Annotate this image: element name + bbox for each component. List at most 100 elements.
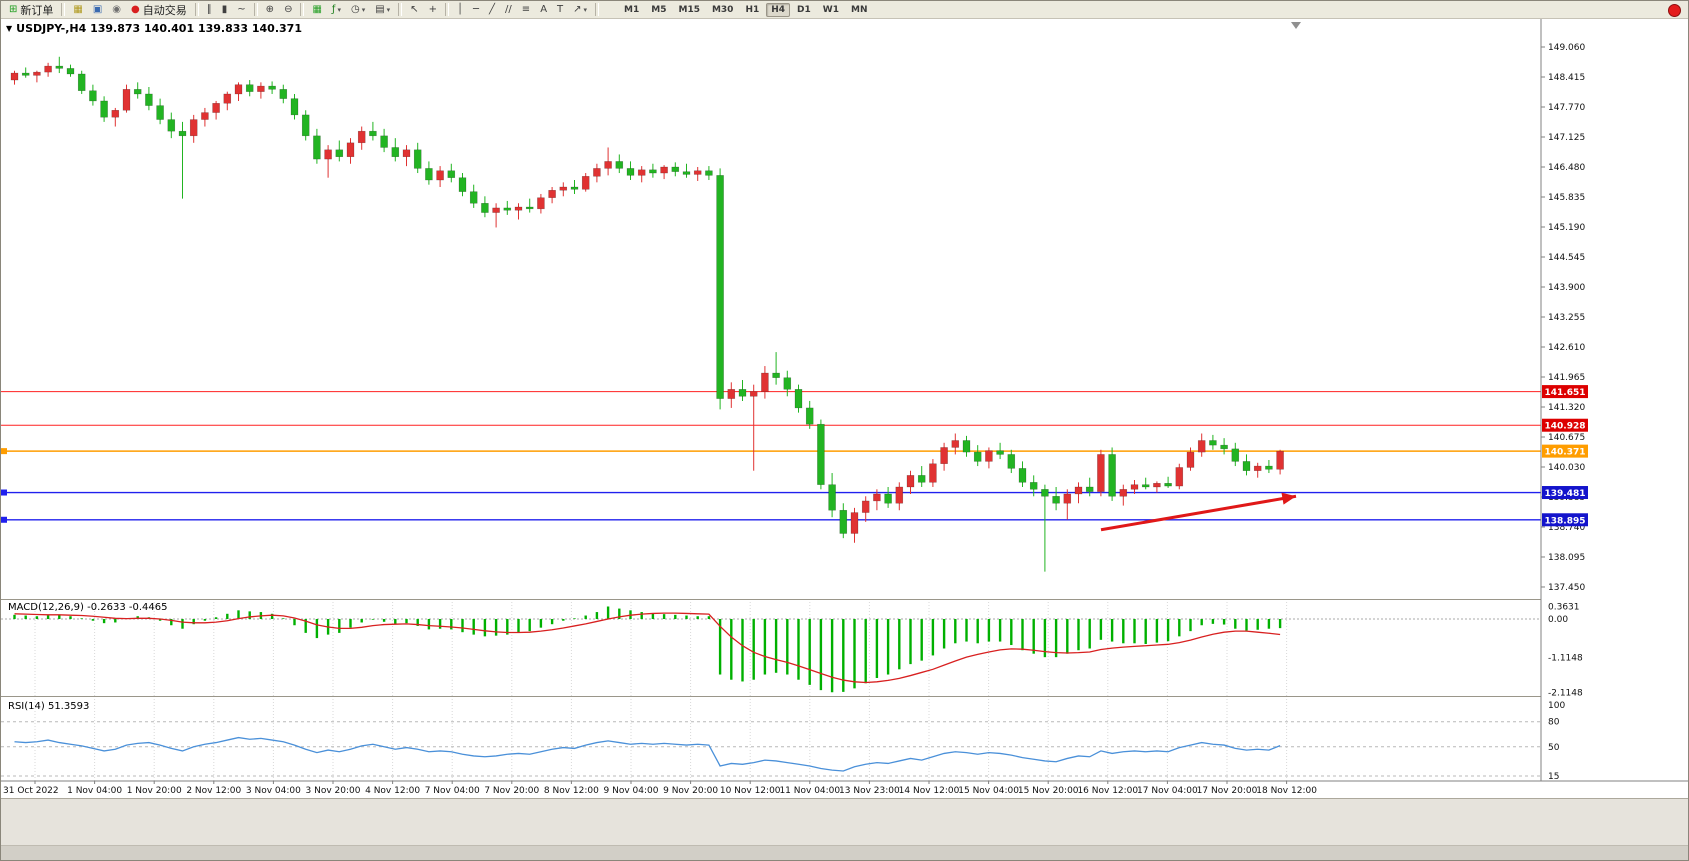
symbol-collapse-icon[interactable]: ▼ (6, 23, 13, 33)
bar-chart-button[interactable]: ∥ (203, 2, 216, 18)
svg-text:148.415: 148.415 (1548, 73, 1585, 83)
window-status-strip (1, 845, 1688, 860)
svg-text:7 Nov 04:00: 7 Nov 04:00 (425, 786, 480, 796)
timeframe-h1-button[interactable]: H1 (745, 4, 760, 15)
signals-icon: ◉ (112, 3, 122, 15)
price-axis[interactable]: 149.060 148.415 147.770 147.125 146.480 145.8… (1540, 19, 1689, 782)
new-order-button[interactable]: ⊞ 新订单 (5, 2, 57, 18)
charts-icon: ▦ (73, 3, 83, 15)
svg-text:140.675: 140.675 (1548, 433, 1585, 443)
timeframe-m15-button[interactable]: M15 (678, 4, 700, 15)
svg-text:4 Nov 12:00: 4 Nov 12:00 (365, 786, 420, 796)
svg-text:0.00: 0.00 (1548, 615, 1568, 625)
timeframe-h4-button[interactable]: H4 (766, 2, 791, 17)
line-anchor-handles[interactable] (1, 448, 7, 523)
periods-icon: ◷ (350, 3, 360, 15)
bar-chart-icon: ∥ (206, 3, 212, 15)
macd-label: MACD(12,26,9) -0.2633 -0.4465 (8, 602, 168, 613)
rsi-indicator (1, 721, 1541, 777)
horizontal-line-icon: ─ (472, 3, 480, 15)
chart-title-text: USDJPY-,H4 139.873 140.401 139.833 140.3… (16, 22, 302, 35)
svg-text:3 Nov 04:00: 3 Nov 04:00 (246, 786, 301, 796)
trend-arrow[interactable] (1100, 492, 1297, 532)
svg-text:143.900: 143.900 (1548, 283, 1585, 293)
svg-text:11 Nov 04:00: 11 Nov 04:00 (779, 786, 840, 796)
label-button[interactable]: T (553, 2, 567, 18)
channel-button[interactable]: // (501, 2, 516, 18)
svg-text:17 Nov 20:00: 17 Nov 20:00 (1197, 786, 1258, 796)
svg-text:138.095: 138.095 (1548, 553, 1585, 563)
chevron-down-icon: ▾ (361, 5, 366, 14)
indicators-icon: ƒ (331, 3, 336, 15)
svg-text:146.480: 146.480 (1548, 163, 1585, 173)
cursor-button[interactable]: ↖ (406, 2, 422, 18)
tile-windows-button[interactable]: ▦ (308, 2, 325, 18)
channel-icon: // (505, 3, 512, 15)
toolbar: ⊞ 新订单 ▦ ▣ ◉ ● 自动交易 ∥ ▮ ~ ⊕ ⊖ ▦ ƒ ▾ ◷ ▾ ▤ ▾ ↖ + │ ─ ╱//≡ A T ↗ ▾ M1 M5… (1, 1, 1688, 19)
timeframe-mn-button[interactable]: MN (850, 4, 868, 15)
svg-text:145.190: 145.190 (1548, 223, 1585, 233)
notification-icon[interactable] (1668, 4, 1681, 17)
svg-text:140.371: 140.371 (1545, 448, 1586, 458)
trendline-button[interactable]: ╱ (485, 2, 499, 18)
templates-button[interactable]: ▤ ▾ (371, 2, 394, 18)
svg-text:9 Nov 04:00: 9 Nov 04:00 (604, 786, 659, 796)
timeframe-d1-button[interactable]: D1 (797, 4, 811, 15)
zoom-in-button[interactable]: ⊕ (262, 2, 278, 18)
new-order-button-label: 新订单 (20, 3, 54, 17)
svg-text:142.610: 142.610 (1548, 343, 1585, 353)
price-level-badges: 141.651 140.928 140.371 139.481 138.895 (1542, 385, 1588, 527)
zoom-out-button[interactable]: ⊖ (280, 2, 296, 18)
svg-text:0.3631: 0.3631 (1548, 602, 1580, 612)
new-order-icon: ⊞ (9, 3, 18, 15)
timeframe-m30-button[interactable]: M30 (711, 4, 734, 15)
horizontal-line-button[interactable]: ─ (469, 2, 483, 18)
time-axis[interactable]: 31 Oct 2022 1 Nov 04:00 1 Nov 20:00 2 Nov 1… (1, 780, 1689, 796)
vertical-line-button[interactable]: │ (453, 2, 467, 18)
fibonacci-button[interactable]: ≡ (518, 2, 534, 18)
charts-button[interactable]: ▦ (69, 2, 86, 18)
auto-trading-button-label: 自动交易 (142, 3, 187, 17)
candle-chart-button[interactable]: ▮ (218, 2, 232, 18)
signals-button[interactable]: ◉ (108, 2, 125, 18)
auto-trading-button[interactable]: ● 自动交易 (127, 2, 191, 18)
fibonacci-icon: ≡ (521, 3, 531, 15)
toolbar-separator (253, 3, 258, 16)
chevron-down-icon: ▾ (337, 5, 341, 14)
svg-text:-1.1148: -1.1148 (1548, 654, 1583, 664)
svg-text:149.060: 149.060 (1548, 43, 1585, 53)
svg-text:145.835: 145.835 (1548, 193, 1585, 203)
profile-button[interactable]: ▣ (89, 2, 106, 18)
svg-text:14 Nov 12:00: 14 Nov 12:00 (899, 786, 960, 796)
crosshair-icon: + (428, 3, 437, 15)
svg-text:139.481: 139.481 (1545, 489, 1586, 499)
svg-text:15: 15 (1548, 772, 1559, 782)
arrows-button[interactable]: ↗ ▾ (569, 2, 591, 18)
panel-divider[interactable] (1, 599, 1689, 699)
svg-text:141.651: 141.651 (1545, 388, 1586, 398)
chevron-down-icon: ▾ (583, 5, 588, 14)
auto-trading-icon: ● (131, 3, 140, 15)
periods-button[interactable]: ◷ ▾ (347, 2, 369, 18)
svg-text:-2.1148: -2.1148 (1548, 688, 1583, 698)
svg-text:13 Nov 23:00: 13 Nov 23:00 (839, 786, 900, 796)
horizontal-price-lines[interactable] (1, 391, 1541, 521)
line-chart-button[interactable]: ~ (233, 2, 249, 18)
svg-text:31 Oct 2022: 31 Oct 2022 (3, 786, 59, 796)
chart-title: ▼ USDJPY-,H4 139.873 140.401 139.833 140… (6, 22, 302, 35)
indicators-button[interactable]: ƒ ▾ (328, 2, 345, 18)
svg-text:1 Nov 20:00: 1 Nov 20:00 (127, 786, 182, 796)
chart-shift-marker-icon[interactable] (1291, 22, 1301, 29)
timeframe-w1-button[interactable]: W1 (822, 4, 839, 15)
text-button[interactable]: A (536, 2, 551, 18)
svg-text:8 Nov 12:00: 8 Nov 12:00 (544, 786, 599, 796)
timeframe-m5-button[interactable]: M5 (651, 4, 667, 15)
zoom-in-icon: ⊕ (265, 3, 275, 15)
svg-text:144.545: 144.545 (1548, 253, 1585, 263)
label-icon: T (557, 3, 564, 15)
crosshair-button[interactable]: + (425, 2, 441, 18)
timeframe-m1-button[interactable]: M1 (624, 4, 640, 15)
svg-text:50: 50 (1548, 743, 1560, 753)
text-icon: A (540, 3, 548, 15)
